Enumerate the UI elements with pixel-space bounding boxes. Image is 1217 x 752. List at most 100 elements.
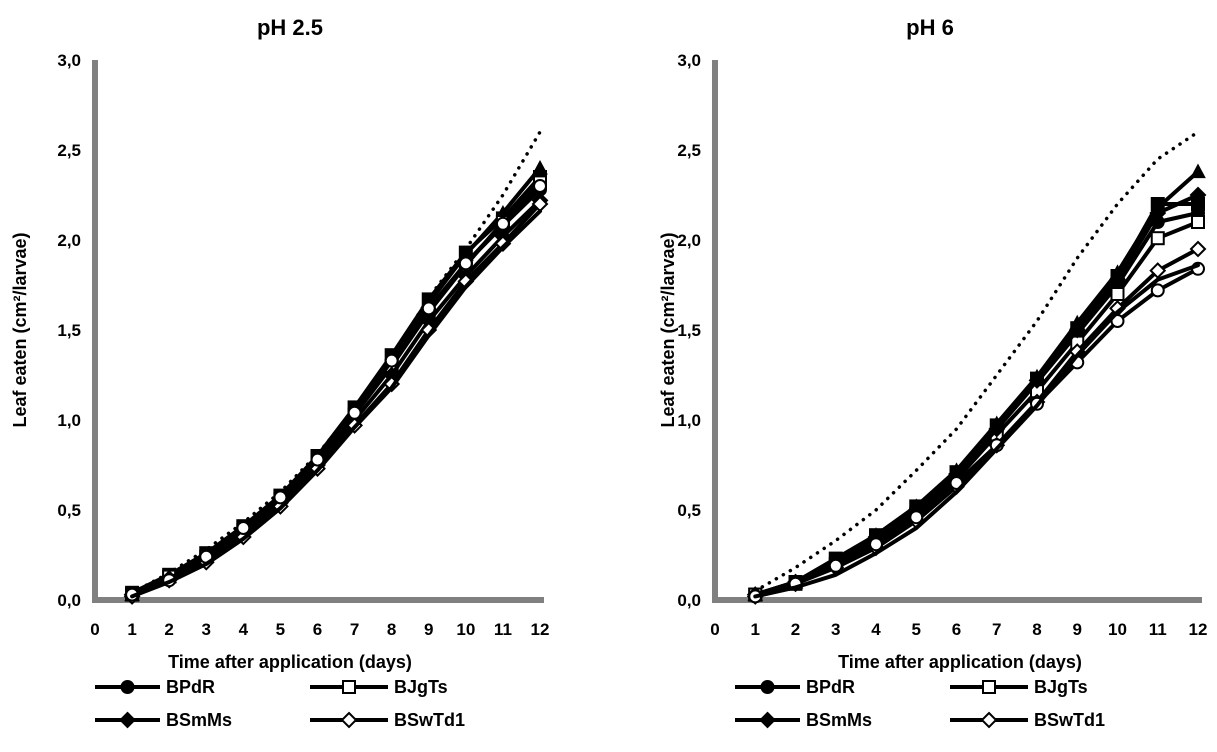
legend-marker (760, 680, 775, 694)
series-line (124, 159, 548, 602)
x-tick-label: 2 (164, 620, 173, 639)
y-tick-label: 1,5 (677, 321, 701, 340)
series-path (753, 169, 1200, 597)
x-tick-label: 5 (912, 620, 921, 639)
y-tick-label: 2,0 (57, 231, 81, 250)
y-axis-label: Leaf eaten (cm²/larvae) (10, 232, 30, 427)
data-point (1189, 186, 1207, 204)
data-point (1189, 240, 1207, 258)
legend-marker (342, 680, 356, 694)
legend-label: BJgTs (1034, 677, 1088, 697)
y-tick-label: 1,0 (57, 411, 81, 430)
x-tick-label: 0 (90, 620, 99, 639)
y-tick-label: 1,0 (677, 411, 701, 430)
data-point (1150, 283, 1165, 298)
data-point (1110, 287, 1125, 301)
data-point (236, 521, 251, 535)
x-tick-label: 7 (992, 620, 1001, 639)
data-point (1190, 163, 1206, 179)
x-tick-label: 6 (952, 620, 961, 639)
y-tick-label: 2,5 (677, 141, 701, 160)
x-tick-label: 10 (1108, 620, 1127, 639)
data-point (1028, 371, 1046, 389)
data-point (988, 420, 1006, 438)
x-tick-label: 4 (871, 620, 881, 639)
series-path (753, 220, 1200, 597)
series-line (130, 209, 542, 599)
data-point (310, 452, 325, 467)
x-tick-label: 3 (831, 620, 840, 639)
x-tick-label: 11 (494, 620, 512, 639)
legend-entry: BJgTs (950, 677, 1088, 697)
data-point (1191, 215, 1205, 229)
series-line (125, 170, 547, 600)
series-line-bsmms (123, 191, 549, 604)
legend-entry: BJgTs (310, 677, 448, 697)
series-line-bsmms (746, 186, 1207, 604)
data-point (384, 353, 399, 368)
legend-entry: BSmMs (95, 710, 232, 730)
series-path (130, 130, 542, 595)
chart-ph-2-5: pH 2.50,00,51,01,52,02,53,00 1 2 3 4 5 6 7 8 9 10 1… (10, 15, 549, 730)
data-point (533, 179, 547, 193)
legend-label: BJgTs (394, 677, 448, 697)
series-path (130, 198, 542, 597)
legend-marker (982, 680, 996, 694)
legend-entry: BPdR (735, 677, 855, 697)
x-tick-label: 12 (531, 620, 550, 639)
data-point (347, 405, 362, 420)
data-point (421, 301, 436, 316)
x-tick-label: 4 (239, 620, 249, 639)
x-tick-label: 6 (313, 620, 322, 639)
data-point (495, 216, 510, 231)
x-tick-label: 0 (710, 620, 719, 639)
data-point (1149, 204, 1167, 222)
data-point (1150, 231, 1165, 246)
series-line (125, 179, 547, 602)
legend-entry: BSwTd1 (950, 710, 1105, 730)
y-tick-label: 2,0 (677, 231, 701, 250)
series-path (753, 263, 1200, 599)
y-tick-label: 3,0 (57, 51, 81, 70)
x-tick-label: 8 (1032, 620, 1041, 639)
series-path (753, 266, 1200, 599)
legend-entry: BSwTd1 (310, 710, 465, 730)
legend-label: BSwTd1 (1034, 710, 1105, 730)
data-point (909, 510, 924, 525)
legend-marker (120, 680, 135, 694)
legend-entry: BSmMs (735, 710, 872, 730)
x-tick-label: 5 (276, 620, 285, 639)
legend-label: BPdR (806, 677, 855, 697)
y-tick-label: 0,5 (57, 501, 81, 520)
series-path (753, 130, 1200, 593)
x-tick-label: 12 (1189, 620, 1208, 639)
series-path (753, 193, 1200, 597)
chart-title: pH 2.5 (257, 15, 323, 40)
x-tick-label: 7 (350, 620, 359, 639)
series-line-bjgts (748, 215, 1205, 602)
series-path (130, 180, 542, 597)
x-axis-label: Time after application (days) (168, 652, 412, 672)
y-tick-label: 2,5 (57, 141, 81, 160)
legend-label: BSmMs (806, 710, 872, 730)
legend-label: BSwTd1 (394, 710, 465, 730)
y-tick-label: 0,5 (677, 501, 701, 520)
series-path (130, 166, 542, 597)
series-line-bjgts (125, 175, 547, 602)
series-path (130, 184, 542, 597)
legend-marker (759, 711, 776, 729)
data-point (273, 490, 288, 505)
legend-label: BPdR (166, 677, 215, 697)
y-tick-label: 0,0 (677, 591, 701, 610)
series-path (130, 209, 542, 599)
x-tick-label: 3 (202, 620, 211, 639)
x-tick-label: 11 (1149, 620, 1167, 639)
series-line (747, 163, 1206, 602)
chart-title: pH 6 (906, 15, 954, 40)
legend-entry: BPdR (95, 677, 215, 697)
x-tick-label: 2 (791, 620, 800, 639)
data-point (828, 558, 843, 573)
data-point (1109, 271, 1126, 289)
chart-ph-6: pH 60,00,51,01,52,02,53,00 1 2 3 4 5 6 7 8 9 10 11 1… (658, 15, 1207, 730)
